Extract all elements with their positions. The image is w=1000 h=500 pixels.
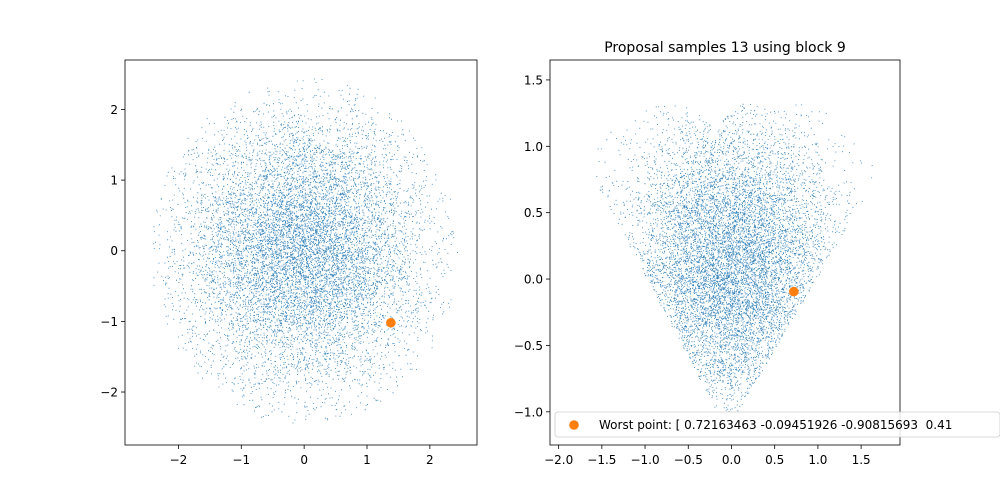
- left-x-tick-label: −2: [170, 453, 188, 467]
- right-highlight-layer: [789, 286, 799, 297]
- legend-box: [554, 411, 1000, 438]
- right-x-tick-label: −1.0: [630, 453, 659, 467]
- left-scatter-plot: −2 −1 0 1 2 −2 −1 0 1 2: [100, 59, 478, 467]
- left-worst-point: [386, 317, 396, 328]
- right-y-axis: −1.0 −0.5 0.0 0.5 1.0 1.5: [514, 73, 550, 419]
- right-y-tick-label: −1.0: [514, 405, 543, 419]
- left-y-tick-label: −1: [100, 315, 118, 329]
- left-x-tick-label: −1: [232, 453, 250, 467]
- right-x-tick-label: 0.5: [765, 453, 784, 467]
- right-x-tick-label: 0.0: [722, 453, 741, 467]
- left-y-tick-label: 1: [110, 174, 118, 188]
- left-y-tick-label: 2: [110, 103, 118, 117]
- legend-label: Worst point: [ 0.72163463 -0.09451926 -0…: [599, 418, 952, 432]
- right-worst-point: [789, 286, 799, 297]
- left-x-tick-label: 0: [300, 453, 308, 467]
- right-y-tick-label: 1.0: [524, 140, 543, 154]
- right-y-tick-label: 1.5: [524, 73, 543, 87]
- right-x-tick-label: −0.5: [674, 453, 703, 467]
- right-x-tick-label: 1.0: [808, 453, 827, 467]
- right-sample-points: [596, 103, 873, 413]
- right-y-tick-label: −0.5: [514, 339, 543, 353]
- left-plot-frame: [124, 59, 478, 446]
- left-y-axis: −2 −1 0 1 2: [100, 103, 125, 400]
- right-y-tick-label: 0.0: [524, 273, 543, 287]
- right-sample-cloud: [596, 103, 873, 413]
- right-plot-title: Proposal samples 13 using block 9: [604, 40, 846, 56]
- right-x-axis: −2.0 −1.5 −1.0 −0.5 0.0 0.5 1.0 1.5: [544, 445, 871, 467]
- left-x-tick-label: 2: [426, 453, 434, 467]
- right-x-tick-label: −2.0: [544, 453, 573, 467]
- left-x-axis: −2 −1 0 1 2: [170, 445, 434, 467]
- right-x-tick-label: 1.5: [852, 453, 871, 467]
- legend: Worst point: [ 0.72163463 -0.09451926 -0…: [554, 411, 1000, 438]
- left-y-tick-label: 0: [110, 244, 118, 258]
- right-scatter-plot: Proposal samples 13 using block 9 −2.0 −1…: [514, 40, 1000, 467]
- left-y-tick-label: −2: [100, 386, 118, 400]
- left-x-tick-label: 1: [363, 453, 371, 467]
- left-highlight-layer: [386, 317, 396, 328]
- right-plot-frame: [549, 59, 901, 446]
- legend-marker: [569, 420, 579, 430]
- right-y-tick-label: 0.5: [524, 206, 543, 220]
- right-x-tick-label: −1.5: [587, 453, 616, 467]
